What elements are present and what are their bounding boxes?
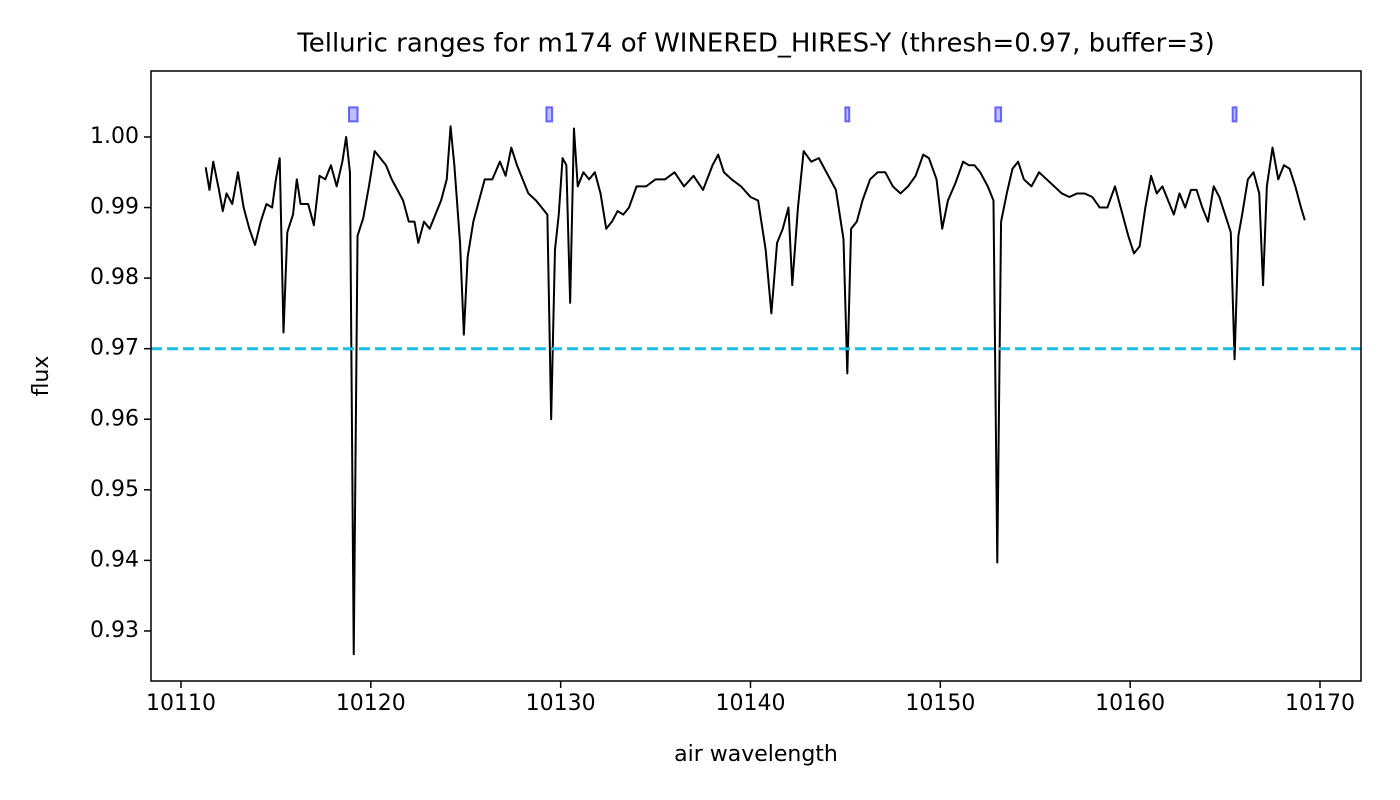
y-tick-label: 0.96 (90, 406, 139, 431)
telluric-range (1231, 106, 1238, 123)
y-tick-label: 0.93 (90, 618, 139, 643)
y-tick-label: 0.94 (90, 547, 139, 572)
y-tick-label: 1.00 (90, 124, 139, 149)
x-tick-label: 10140 (715, 691, 785, 716)
x-tick-label: 10170 (1285, 691, 1355, 716)
y-tick-label: 0.98 (90, 265, 139, 290)
chart-title: Telluric ranges for m174 of WINERED_HIRE… (296, 29, 1214, 59)
plot-frame (150, 70, 1362, 682)
x-axis-label: air wavelength (674, 742, 838, 767)
y-tick-label: 0.95 (90, 477, 139, 502)
x-tick-label: 10130 (526, 691, 596, 716)
y-axis-label: flux (29, 356, 54, 397)
telluric-range (994, 106, 1003, 123)
x-tick-label: 10160 (1095, 691, 1165, 716)
y-tick-label: 0.97 (90, 336, 139, 361)
data-line (204, 125, 1306, 656)
y-tick-label: 0.99 (90, 195, 139, 220)
telluric-range (844, 106, 851, 123)
telluric-range (347, 106, 359, 123)
x-tick-label: 10110 (146, 691, 216, 716)
x-tick-label: 10150 (905, 691, 975, 716)
x-tick-label: 10120 (336, 691, 406, 716)
telluric-range (545, 106, 554, 123)
